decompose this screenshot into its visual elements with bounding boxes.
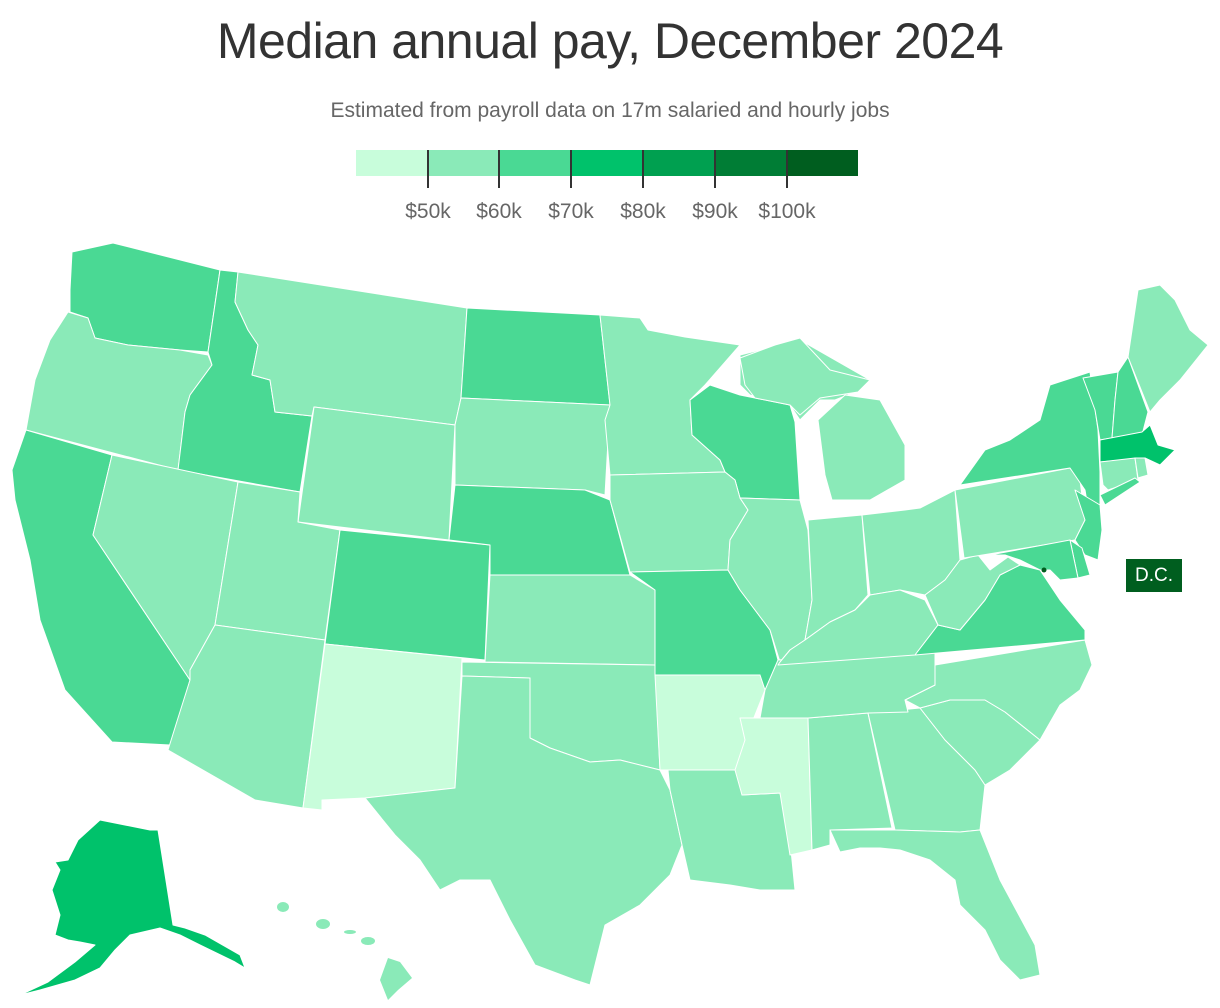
legend-swatch [427,150,500,176]
legend-label: $80k [620,200,666,223]
legend-tick [498,150,500,188]
state-fl[interactable] [829,829,1041,981]
state-nj[interactable] [1074,489,1103,561]
state-co[interactable] [324,529,491,661]
legend-swatch [356,150,428,176]
legend-swatch [642,150,715,176]
state-me[interactable] [1127,284,1209,413]
state-tn[interactable] [759,651,936,719]
state-mi-lower[interactable] [817,394,906,501]
legend-tick [786,150,788,188]
legend-label: $50k [405,200,451,223]
legend-tick [427,150,429,188]
state-ak[interactable] [19,819,246,996]
legend-label: $90k [692,200,738,223]
state-md[interactable] [989,539,1079,581]
legend-label: $60k [476,200,522,223]
state-nd[interactable] [460,307,611,406]
chart-subtitle: Estimated from payroll data on 17m salar… [330,99,890,122]
state-hi-molokai[interactable] [344,930,356,934]
legend-swatch [786,150,859,176]
state-ia[interactable] [609,471,749,573]
dc-label: D.C. [1126,559,1182,592]
state-hi-oahu[interactable] [316,919,330,929]
legend-bar [356,150,859,176]
state-wy[interactable] [297,406,456,541]
legend-swatch [714,150,787,176]
legend-label: $70k [548,200,594,223]
legend-swatch [571,150,643,176]
legend-label: $100k [758,200,816,223]
legend-tick [642,150,644,188]
state-nm[interactable] [302,643,463,811]
color-legend: $50k $60k $70k $80k $90k $100k [356,150,859,223]
legend-tick [714,150,716,188]
state-ks[interactable] [484,574,656,666]
state-ny-long-island[interactable] [1099,477,1141,506]
state-tx[interactable] [364,675,683,986]
legend-tick [570,150,572,188]
state-hi-maui[interactable] [361,937,375,945]
state-ri[interactable] [1134,457,1149,479]
us-map [11,242,1209,1000]
state-ky[interactable] [777,589,939,666]
state-sd[interactable] [454,397,611,496]
state-dc[interactable] [1041,567,1047,573]
state-mi-upper[interactable] [739,337,871,416]
state-hi-big-island[interactable] [380,958,412,1000]
state-wv[interactable] [924,554,1021,631]
state-hi-kauai[interactable] [277,902,289,912]
chart-title: Median annual pay, December 2024 [216,13,1004,69]
legend-swatch [499,150,572,176]
